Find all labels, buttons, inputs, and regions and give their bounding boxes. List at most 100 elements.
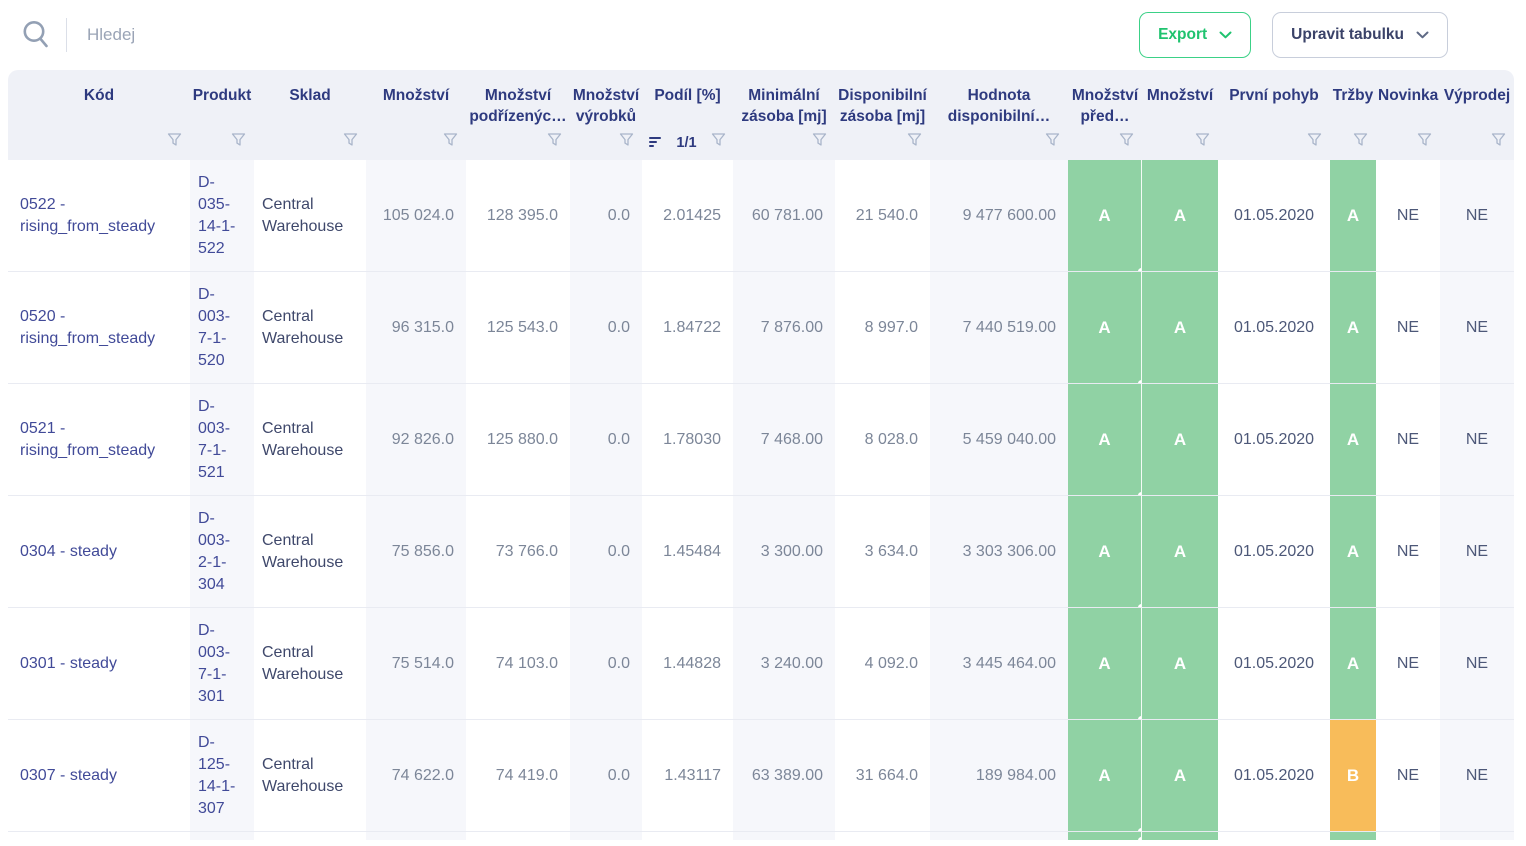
table-row[interactable]: 0304 - steady D-003-2-1-304 Central Ware… bbox=[8, 496, 1514, 608]
filter-icon[interactable] bbox=[167, 133, 182, 152]
cell-minimalni-zasoba: 7 468.00 bbox=[733, 384, 835, 496]
sort-descending-icon[interactable] bbox=[649, 134, 662, 152]
cell-mnozstvi-podrizenych: 128 395.0 bbox=[466, 160, 570, 272]
column-header-mnozstvi[interactable]: Množství bbox=[366, 70, 466, 160]
cell-kod: 0301 - steady bbox=[8, 608, 190, 720]
cell-vyprodej: NE bbox=[1440, 384, 1514, 496]
table-row[interactable]: 0521 - rising_from_steady D-003-7-1-521 … bbox=[8, 384, 1514, 496]
cell-kod: 0520 - rising_from_steady bbox=[8, 272, 190, 384]
filter-icon[interactable] bbox=[907, 133, 922, 152]
column-header-vyprodej[interactable]: Výprodej bbox=[1440, 70, 1514, 160]
grade-badge-trzby bbox=[1330, 832, 1376, 840]
filter-icon[interactable] bbox=[1045, 133, 1060, 152]
column-header-mnozstvi-pred[interactable]: Množství před… bbox=[1068, 70, 1142, 160]
cell-hodnota-disponibilni: 5 459 040.00 bbox=[930, 384, 1068, 496]
cell-mnozstvi: 75 514.0 bbox=[366, 608, 466, 720]
cell-minimalni-zasoba: 3 240.00 bbox=[733, 608, 835, 720]
grade-badge-mnozstvi-pred bbox=[1068, 832, 1142, 840]
column-header-mnozstvi-2[interactable]: Množství bbox=[1142, 70, 1218, 160]
cell-mnozstvi-vyrobku: 0.0 bbox=[570, 496, 642, 608]
cell-podil: 1.44828 bbox=[642, 608, 733, 720]
column-header-minimalni-zasoba[interactable]: Minimální zásoba [mj] bbox=[733, 70, 835, 160]
cell-podil: 1.45484 bbox=[642, 496, 733, 608]
cell-vyprodej: NE bbox=[1440, 272, 1514, 384]
filter-icon[interactable] bbox=[1417, 133, 1432, 152]
column-header-podil[interactable]: Podíl [%] 1/1 bbox=[642, 70, 733, 160]
cell-hodnota-disponibilni: 3 303 306.00 bbox=[930, 496, 1068, 608]
filter-icon[interactable] bbox=[812, 133, 827, 152]
column-header-kod[interactable]: Kód bbox=[8, 70, 190, 160]
cell-minimalni-zasoba: 63 389.00 bbox=[733, 720, 835, 832]
filter-icon[interactable] bbox=[1119, 133, 1134, 152]
cell-mnozstvi-vyrobku: 0.0 bbox=[570, 720, 642, 832]
table-row[interactable]: 0307 - steady D-125-14-1-307 Central War… bbox=[8, 720, 1514, 832]
column-header-novinka[interactable]: Novinka bbox=[1376, 70, 1440, 160]
cell-podil: 1.78030 bbox=[642, 384, 733, 496]
edit-table-button[interactable]: Upravit tabulku bbox=[1272, 12, 1448, 58]
grade-badge-trzby: A bbox=[1330, 608, 1376, 720]
filter-icon[interactable] bbox=[1353, 133, 1368, 152]
column-header-sklad[interactable]: Sklad bbox=[254, 70, 366, 160]
grade-badge-trzby: B bbox=[1330, 720, 1376, 832]
grade-badge-mnozstvi-pred: A bbox=[1068, 720, 1142, 832]
grade-badge-trzby: A bbox=[1330, 160, 1376, 272]
cell-disponibilni-zasoba: 4 092.0 bbox=[835, 608, 930, 720]
cell-novinka: NE bbox=[1376, 160, 1440, 272]
cell-mnozstvi-podrizenych: 125 543.0 bbox=[466, 272, 570, 384]
filter-icon[interactable] bbox=[1491, 133, 1506, 152]
cell-vyprodej: NE bbox=[1440, 608, 1514, 720]
cell-disponibilni-zasoba: 3 634.0 bbox=[835, 496, 930, 608]
export-button[interactable]: Export bbox=[1139, 12, 1252, 58]
column-header-mnozstvi-vyrobku[interactable]: Množství výrobků bbox=[570, 70, 642, 160]
column-header-trzby[interactable]: Tržby bbox=[1330, 70, 1376, 160]
chevron-down-icon bbox=[1416, 26, 1429, 44]
filter-icon[interactable] bbox=[547, 133, 562, 152]
column-header-disponibilni-zasoba[interactable]: Disponibilní zásoba [mj] bbox=[835, 70, 930, 160]
cell-novinka: NE bbox=[1376, 384, 1440, 496]
filter-icon[interactable] bbox=[343, 133, 358, 152]
header-row: Kód Produkt Sklad Množství Množství podř… bbox=[8, 70, 1514, 160]
cell-prvni-pohyb: 01.05.2020 bbox=[1218, 160, 1330, 272]
cell-sklad: Central Warehouse bbox=[254, 496, 366, 608]
cell-mnozstvi: 92 826.0 bbox=[366, 384, 466, 496]
filter-icon[interactable] bbox=[711, 133, 726, 152]
table-row[interactable]: 0522 - rising_from_steady D-035-14-1-522… bbox=[8, 160, 1514, 272]
inventory-table: Kód Produkt Sklad Množství Množství podř… bbox=[8, 70, 1514, 840]
column-header-hodnota-disponibilni[interactable]: Hodnota disponibilní… bbox=[930, 70, 1068, 160]
column-header-prvni-pohyb[interactable]: První pohyb bbox=[1218, 70, 1330, 160]
cell-disponibilni-zasoba: 31 664.0 bbox=[835, 720, 930, 832]
cell-novinka: NE bbox=[1376, 608, 1440, 720]
filter-icon[interactable] bbox=[443, 133, 458, 152]
search-input[interactable] bbox=[85, 24, 1140, 46]
filter-icon[interactable] bbox=[1195, 133, 1210, 152]
grade-badge-mnozstvi: A bbox=[1142, 384, 1218, 496]
cell-prvni-pohyb: 01.05.2020 bbox=[1218, 608, 1330, 720]
grade-badge-mnozstvi bbox=[1142, 832, 1218, 840]
column-header-produkt[interactable]: Produkt bbox=[190, 70, 254, 160]
cell-hodnota-disponibilni: 9 477 600.00 bbox=[930, 160, 1068, 272]
table-row[interactable]: 0301 - steady D-003-7-1-301 Central Ware… bbox=[8, 608, 1514, 720]
cell-mnozstvi: 105 024.0 bbox=[366, 160, 466, 272]
export-button-label: Export bbox=[1158, 26, 1208, 43]
cell-mnozstvi-podrizenych: 74 419.0 bbox=[466, 720, 570, 832]
grade-badge-mnozstvi: A bbox=[1142, 272, 1218, 384]
search-divider bbox=[66, 18, 67, 52]
table-row-partial[interactable] bbox=[8, 832, 1514, 840]
cell-kod: 0304 - steady bbox=[8, 496, 190, 608]
filter-icon[interactable] bbox=[231, 133, 246, 152]
cell-vyprodej: NE bbox=[1440, 160, 1514, 272]
cell-vyprodej: NE bbox=[1440, 496, 1514, 608]
table-row[interactable]: 0520 - rising_from_steady D-003-7-1-520 … bbox=[8, 272, 1514, 384]
cell-mnozstvi-vyrobku: 0.0 bbox=[570, 384, 642, 496]
cell-sklad: Central Warehouse bbox=[254, 608, 366, 720]
grade-badge-mnozstvi: A bbox=[1142, 608, 1218, 720]
filter-icon[interactable] bbox=[619, 133, 634, 152]
column-header-mnozstvi-podrizenych[interactable]: Množství podřízenýc… bbox=[466, 70, 570, 160]
cell-vyprodej: NE bbox=[1440, 720, 1514, 832]
cell-disponibilni-zasoba: 8 028.0 bbox=[835, 384, 930, 496]
cell-sklad: Central Warehouse bbox=[254, 160, 366, 272]
cell-kod: 0522 - rising_from_steady bbox=[8, 160, 190, 272]
cell-prvni-pohyb: 01.05.2020 bbox=[1218, 272, 1330, 384]
cell-mnozstvi-podrizenych: 125 880.0 bbox=[466, 384, 570, 496]
filter-icon[interactable] bbox=[1307, 133, 1322, 152]
